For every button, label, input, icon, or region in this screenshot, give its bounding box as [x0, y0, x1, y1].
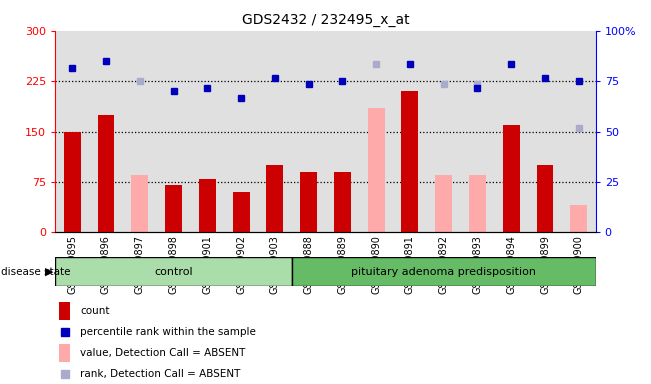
Bar — [266, 165, 283, 232]
Title: GDS2432 / 232495_x_at: GDS2432 / 232495_x_at — [242, 13, 409, 27]
Text: rank, Detection Call = ABSENT: rank, Detection Call = ABSENT — [80, 369, 240, 379]
Bar — [368, 108, 385, 232]
Bar — [59, 301, 70, 320]
Bar — [334, 172, 351, 232]
Text: pituitary adenoma predisposition: pituitary adenoma predisposition — [351, 266, 536, 277]
Bar — [59, 344, 70, 362]
Text: count: count — [80, 306, 109, 316]
Text: disease state: disease state — [1, 266, 70, 277]
Bar — [98, 115, 115, 232]
Bar — [503, 125, 519, 232]
Bar — [536, 165, 553, 232]
Bar — [64, 131, 81, 232]
Bar — [402, 91, 419, 232]
Bar — [292, 257, 596, 286]
Bar — [300, 172, 317, 232]
Bar — [165, 185, 182, 232]
Text: control: control — [154, 266, 193, 277]
Bar — [436, 175, 452, 232]
Bar — [570, 205, 587, 232]
Text: value, Detection Call = ABSENT: value, Detection Call = ABSENT — [80, 348, 245, 358]
Bar — [199, 179, 215, 232]
Text: percentile rank within the sample: percentile rank within the sample — [80, 327, 256, 337]
Bar — [55, 257, 292, 286]
Text: ▶: ▶ — [45, 266, 53, 277]
Bar — [469, 175, 486, 232]
Bar — [232, 192, 249, 232]
Bar — [132, 175, 148, 232]
